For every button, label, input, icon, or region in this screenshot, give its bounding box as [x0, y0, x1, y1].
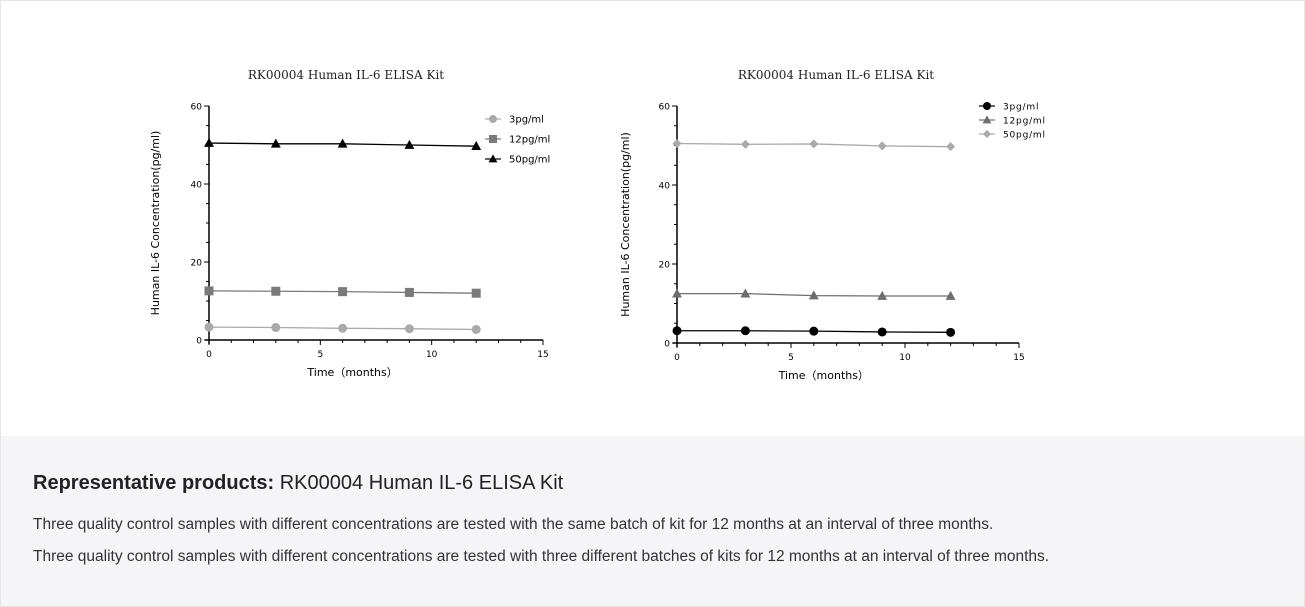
data-point — [672, 139, 682, 149]
legend-label: 3pg/ml — [509, 115, 544, 126]
x-tick-label: 15 — [537, 350, 548, 360]
data-point — [471, 324, 481, 334]
y-tick-label: 20 — [191, 259, 203, 269]
data-point — [204, 322, 214, 332]
y-tick-label: 60 — [659, 103, 671, 113]
info-heading: Representative products: — [33, 472, 275, 494]
data-point — [404, 287, 414, 297]
legend-label: 50pg/ml — [1003, 131, 1046, 141]
info-line-1: Three quality control samples with diffe… — [33, 516, 994, 533]
y-axis-label: Human IL-6 Concentration(pg/ml) — [619, 132, 632, 317]
data-point — [204, 286, 214, 296]
legend-label: 3pg/ml — [1003, 103, 1039, 113]
data-point — [740, 139, 750, 149]
legend-marker — [983, 102, 991, 110]
x-tick-label: 10 — [899, 353, 911, 363]
data-point — [945, 290, 956, 300]
y-tick-label: 60 — [191, 103, 203, 113]
x-tick-label: 10 — [426, 350, 438, 360]
x-tick-label: 0 — [206, 350, 212, 360]
data-point — [337, 138, 348, 148]
data-point — [471, 288, 481, 298]
data-point — [404, 139, 415, 149]
legend-label: 12pg/ml — [1003, 117, 1046, 127]
chart-same-batch: RK00004 Human IL-6 ELISA Kit 0 20 40 60 0 5 10 1… — [149, 68, 550, 379]
data-point — [809, 139, 819, 149]
data-point — [271, 286, 281, 296]
data-point — [740, 288, 751, 298]
y-axis-label: Human IL-6 Concentration(pg/ml) — [149, 131, 162, 316]
x-tick-label: 5 — [317, 350, 323, 360]
legend-marker — [488, 154, 498, 163]
legend-marker — [489, 115, 497, 123]
legend-marker — [983, 130, 991, 138]
legend-label: 12pg/ml — [509, 135, 550, 146]
data-point — [808, 290, 819, 300]
representative-products: Representative products: RK00004 Human I… — [33, 472, 563, 495]
y-tick-label: 20 — [659, 261, 671, 271]
chart-different-batches: RK00004 Human IL-6 ELISA Kit 0 20 40 60 0 5 10 1… — [619, 68, 1046, 382]
y-tick-label: 40 — [659, 182, 671, 192]
data-point — [270, 138, 281, 148]
stability-figure: RK00004 Human IL-6 ELISA Kit 0 20 40 60 0 5 10 1… — [1, 1, 1304, 436]
data-point — [672, 288, 682, 298]
data-point — [338, 287, 348, 297]
data-point — [271, 323, 281, 333]
x-tick-label: 0 — [674, 353, 680, 363]
data-point — [946, 327, 956, 337]
x-tick-label: 5 — [788, 353, 794, 363]
data-point — [740, 326, 750, 336]
y-tick-label: 0 — [196, 337, 202, 347]
data-point — [809, 326, 819, 336]
x-tick-label: 15 — [1013, 353, 1024, 363]
data-point — [404, 324, 414, 334]
y-tick-label: 40 — [191, 181, 203, 191]
x-axis-label: Time（months） — [306, 366, 397, 379]
x-axis-label: Time（months） — [778, 369, 869, 382]
chart-title: RK00004 Human IL-6 ELISA Kit — [248, 68, 444, 82]
y-tick-label: 0 — [664, 340, 670, 350]
data-point — [946, 142, 956, 152]
legend-marker — [489, 135, 497, 143]
info-panel: Representative products: RK00004 Human I… — [1, 436, 1304, 606]
data-point — [471, 140, 482, 150]
data-point — [877, 141, 887, 151]
legend-label: 50pg/ml — [509, 155, 550, 166]
info-product: RK00004 Human IL-6 ELISA Kit — [279, 472, 564, 494]
legend-marker — [982, 115, 992, 124]
chart-title: RK00004 Human IL-6 ELISA Kit — [738, 68, 934, 82]
data-point — [877, 327, 887, 337]
data-point — [672, 326, 682, 336]
info-line-2: Three quality control samples with diffe… — [33, 548, 1050, 565]
data-point — [204, 137, 214, 147]
data-point — [877, 290, 888, 300]
data-point — [338, 323, 348, 333]
